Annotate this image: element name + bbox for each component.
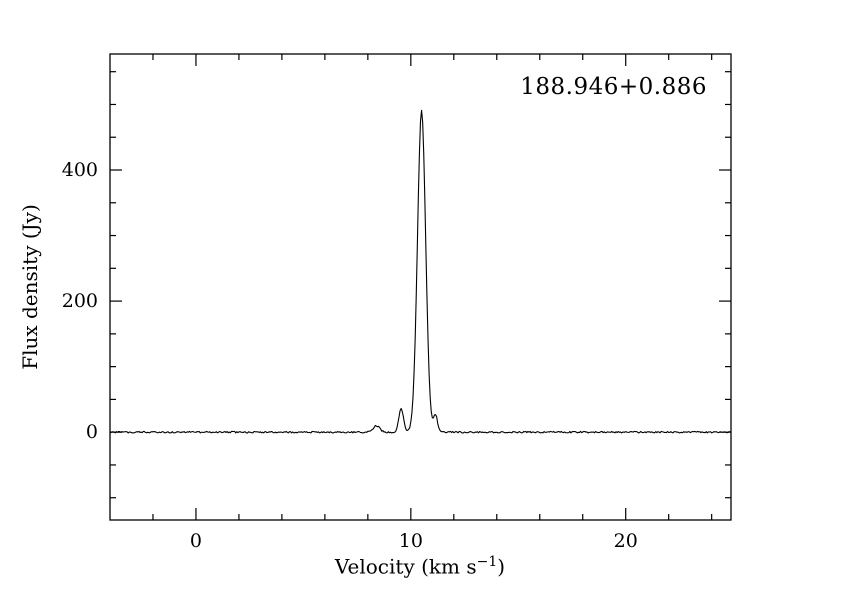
- y-tick-label: 200: [62, 290, 98, 312]
- plot-frame: [109, 53, 732, 521]
- x-axis-title-text: Velocity (km s: [334, 554, 477, 579]
- x-axis-title-superscript: −1: [476, 554, 498, 570]
- y-tick-label: 400: [62, 159, 98, 181]
- y-tick-label: 0: [86, 421, 98, 443]
- x-tick-label: 0: [190, 530, 202, 552]
- source-name-label: 188.946+0.886: [520, 74, 707, 100]
- x-tick-label: 20: [614, 530, 638, 552]
- y-axis-title: Flux density (Jy): [18, 204, 42, 370]
- x-axis-title: Velocity (km s−1): [335, 554, 505, 579]
- x-axis-title-close: ): [497, 554, 506, 579]
- spectrum-line: [109, 109, 732, 434]
- x-tick-label: 10: [399, 530, 423, 552]
